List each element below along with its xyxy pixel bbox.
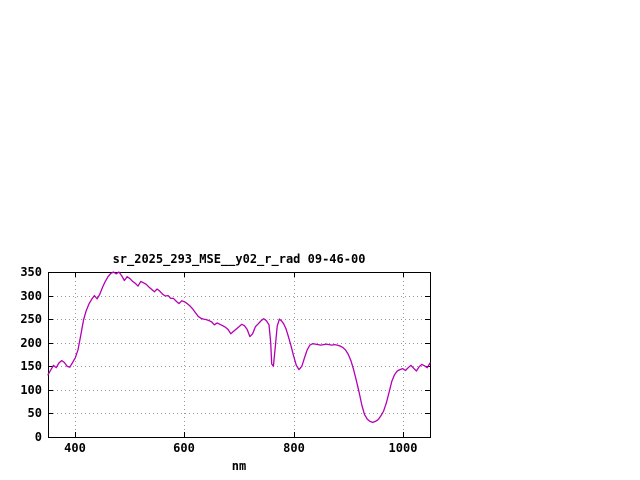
y-tick-label: 200 [20, 336, 42, 350]
y-tick-label: 300 [20, 289, 42, 303]
y-tick-label: 50 [28, 406, 42, 420]
y-tick-label: 350 [20, 265, 42, 279]
x-tick-label: 800 [283, 441, 305, 455]
data-line [47, 271, 431, 424]
y-tick-labels: 0 50 100 150 200 250 300 350 [20, 265, 42, 444]
x-tick-label: 600 [173, 441, 195, 455]
x-axis-label: nm [231, 459, 247, 473]
x-tick-label: 1000 [389, 441, 418, 455]
x-tick-labels: 400 600 800 1000 [64, 441, 417, 455]
y-tick-label: 150 [20, 359, 42, 373]
y-tick-label: 0 [35, 430, 42, 444]
y-tick-label: 250 [20, 312, 42, 326]
grid-lines [49, 273, 429, 436]
plot-border [48, 272, 431, 438]
x-tick-label: 400 [64, 441, 86, 455]
chart-title: sr_2025_293_MSE__y02_r_rad 09-46-00 [112, 252, 366, 266]
y-tick-label: 100 [20, 383, 42, 397]
